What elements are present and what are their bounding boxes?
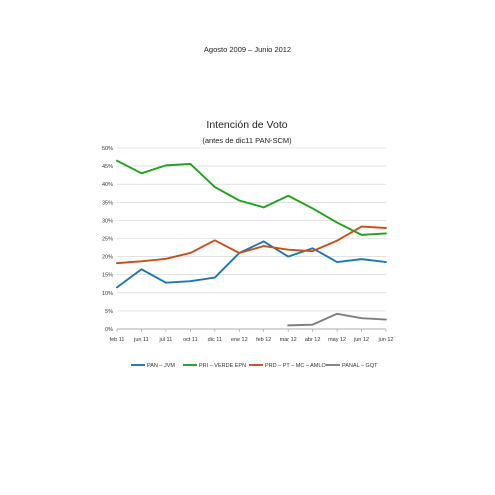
x-tick-label: jun 12 [353, 337, 369, 343]
chart-subtitle: (antes de dic11 PAN-SCM) [202, 136, 292, 145]
y-tick-label: 20% [102, 255, 113, 261]
y-tick-label: 10% [102, 291, 113, 297]
legend-label: PANAL – GQT [342, 363, 378, 369]
legend-label: PAN – JVM [147, 363, 175, 369]
y-tick-label: 30% [102, 218, 113, 224]
series-line-4 [287, 312, 387, 327]
x-tick-label: jul 11 [159, 337, 173, 343]
series-line-2 [116, 159, 387, 236]
legend-label: PRD – PT – MC – AMLO [265, 363, 326, 369]
x-tick-label: jun 12 [378, 337, 394, 343]
x-tick-label: feb 12 [256, 337, 271, 343]
y-tick-label: 5% [105, 309, 113, 315]
y-tick-label: 35% [102, 200, 113, 206]
x-tick-label: ene 12 [231, 337, 248, 343]
x-tick-label: abr 12 [305, 337, 321, 343]
y-tick-label: 50% [102, 146, 113, 152]
y-tick-label: 15% [102, 273, 113, 279]
x-tick-label: mar 12 [280, 337, 297, 343]
y-tick-label: 0% [105, 327, 113, 333]
page-header: Agosto 2009 – Junio 2012 [203, 45, 292, 54]
y-tick-label: 25% [102, 237, 113, 243]
legend-label: PRI – VERDE EPN [199, 363, 246, 369]
y-tick-label: 45% [102, 164, 113, 170]
chart-title: Intención de Voto [206, 119, 287, 131]
x-tick-label: oct 11 [183, 337, 198, 343]
x-tick-label: may 12 [328, 337, 346, 343]
x-tick-label: feb 11 [110, 337, 125, 343]
x-tick-label: jun 11 [133, 337, 149, 343]
series-line-3 [116, 225, 387, 265]
x-tick-label: dic 11 [208, 337, 222, 343]
series-line-1 [116, 240, 387, 289]
y-tick-label: 40% [102, 182, 113, 188]
